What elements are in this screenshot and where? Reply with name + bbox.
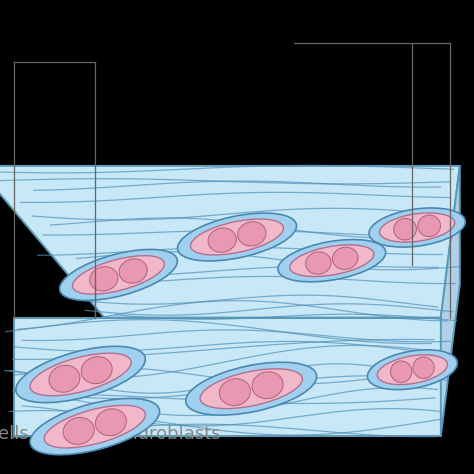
Ellipse shape (380, 213, 455, 242)
Ellipse shape (278, 239, 386, 282)
Ellipse shape (391, 361, 412, 383)
Ellipse shape (44, 405, 146, 448)
Ellipse shape (119, 259, 147, 283)
Ellipse shape (200, 369, 302, 409)
Ellipse shape (30, 353, 131, 396)
Polygon shape (14, 318, 441, 436)
Polygon shape (0, 166, 460, 318)
Ellipse shape (367, 350, 457, 390)
Ellipse shape (186, 362, 317, 415)
Ellipse shape (63, 418, 94, 445)
Ellipse shape (208, 228, 237, 252)
Ellipse shape (369, 208, 465, 247)
Ellipse shape (60, 249, 177, 301)
Ellipse shape (191, 219, 283, 255)
Ellipse shape (332, 247, 358, 270)
Ellipse shape (30, 399, 160, 455)
Ellipse shape (81, 356, 112, 383)
Polygon shape (441, 166, 460, 436)
Ellipse shape (90, 267, 118, 291)
Ellipse shape (413, 357, 434, 378)
Ellipse shape (290, 245, 374, 276)
Ellipse shape (418, 215, 440, 237)
Ellipse shape (49, 365, 80, 392)
Ellipse shape (252, 372, 283, 399)
Ellipse shape (73, 255, 164, 294)
Ellipse shape (177, 213, 297, 261)
Ellipse shape (394, 219, 417, 240)
Text: ells called chondroblasts: ells called chondroblasts (0, 425, 220, 443)
Ellipse shape (219, 379, 250, 406)
Ellipse shape (95, 409, 127, 436)
Ellipse shape (306, 252, 331, 274)
Ellipse shape (16, 346, 146, 402)
Ellipse shape (237, 222, 266, 246)
Ellipse shape (377, 355, 447, 384)
